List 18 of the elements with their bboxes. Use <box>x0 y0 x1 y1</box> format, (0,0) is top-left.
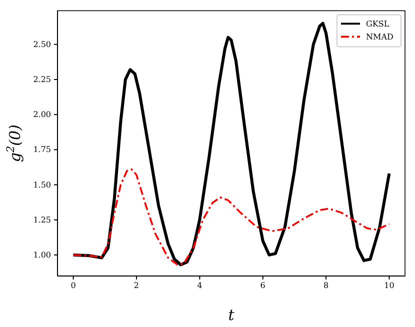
x-tick-label: 0 <box>70 281 76 290</box>
y-tick-label: 2.25 <box>33 75 51 84</box>
x-tick-label: 6 <box>260 281 266 290</box>
line-series <box>72 168 390 266</box>
y-tick-label: 2.50 <box>33 40 51 49</box>
x-axis-title: t <box>228 306 236 324</box>
x-tick-label: 8 <box>323 281 329 290</box>
x-tick-label: 2 <box>134 281 140 290</box>
legend-label: NMAD <box>366 32 394 42</box>
line-series <box>72 22 391 266</box>
y-tick-label: 2.00 <box>33 110 51 120</box>
y-tick-label: 1.75 <box>33 145 51 154</box>
y-tick-label: 1.25 <box>33 215 51 224</box>
legend-label: GKSL <box>366 20 390 29</box>
y-tick-label: 1.50 <box>33 180 51 190</box>
y-tick-label: 1.00 <box>33 250 51 260</box>
x-tick-label: 4 <box>197 281 202 290</box>
x-tick-label: 10 <box>384 281 394 290</box>
